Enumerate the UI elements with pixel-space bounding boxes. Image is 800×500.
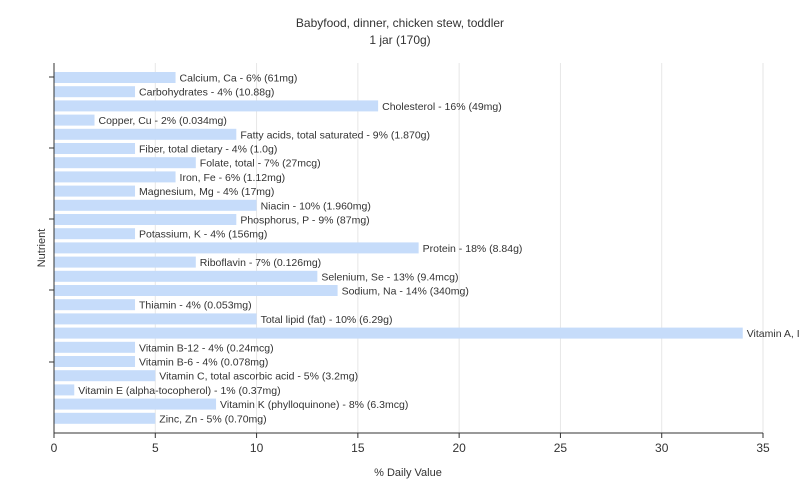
bar <box>54 157 196 169</box>
y-axis-label: Nutrient <box>36 229 48 268</box>
bar-label: Total lipid (fat) - 10% (6.29g) <box>261 314 393 326</box>
x-axis-label: % Daily Value <box>374 467 442 479</box>
bar <box>54 384 75 396</box>
bar-label: Vitamin E (alpha-tocopherol) - 1% (0.37m… <box>78 385 280 397</box>
bar-label: Vitamin C, total ascorbic acid - 5% (3.2… <box>159 371 358 383</box>
chart-subtitle: 1 jar (170g) <box>369 33 430 47</box>
bars <box>54 72 743 424</box>
bar-label: Fiber, total dietary - 4% (1.0g) <box>139 144 277 156</box>
bar-label: Phosphorus, P - 9% (87mg) <box>240 215 369 227</box>
x-tick-label: 25 <box>554 441 568 455</box>
bar <box>54 327 743 339</box>
bar <box>54 86 136 98</box>
bar-label: Fatty acids, total saturated - 9% (1.870… <box>240 129 430 141</box>
bar-label: Vitamin B-12 - 4% (0.24mcg) <box>139 342 274 354</box>
bar <box>54 398 217 410</box>
x-tick-label: 20 <box>452 441 466 455</box>
bar <box>54 143 136 154</box>
bar-label: Carbohydrates - 4% (10.88g) <box>139 87 274 99</box>
bar <box>54 341 136 353</box>
bar <box>54 313 257 325</box>
bar <box>54 114 95 126</box>
bar-label: Iron, Fe - 6% (1.12mg) <box>180 172 286 184</box>
bar-labels: Calcium, Ca - 6% (61mg) Carbohydrates - 4… <box>78 73 800 426</box>
bar-label: Vitamin A, IU - 34% (1717IU) <box>747 328 800 340</box>
x-tick-label: 10 <box>250 441 264 455</box>
bar <box>54 128 237 140</box>
bar-label: Calcium, Ca - 6% (61mg) <box>180 73 298 85</box>
bar-label: Cholesterol - 16% (49mg) <box>382 101 502 113</box>
bar <box>54 299 136 311</box>
bar-label: Potassium, K - 4% (156mg) <box>139 229 267 241</box>
bar <box>54 370 156 382</box>
bar <box>54 285 338 296</box>
chart-title: Babyfood, dinner, chicken stew, toddler <box>296 16 504 30</box>
bar <box>54 270 318 282</box>
x-tick-label: 30 <box>655 441 669 455</box>
bar <box>54 242 419 254</box>
axes: 0 5 10 15 20 25 30 35 <box>49 63 770 455</box>
bar-label: Sodium, Na - 14% (340mg) <box>342 286 469 298</box>
bar-label: Protein - 18% (8.84g) <box>423 243 523 255</box>
bar <box>54 256 196 268</box>
bar-label: Zinc, Zn - 5% (0.70mg) <box>159 413 266 425</box>
x-tick-label: 35 <box>756 441 770 455</box>
x-tick-label: 5 <box>152 441 159 455</box>
bar <box>54 199 257 211</box>
bar-label: Copper, Cu - 2% (0.034mg) <box>99 115 227 127</box>
x-tick-label: 0 <box>51 441 58 455</box>
bar <box>54 185 136 197</box>
bar <box>54 100 379 112</box>
bar-label: Magnesium, Mg - 4% (17mg) <box>139 186 274 198</box>
bar <box>54 171 176 183</box>
bar <box>54 356 136 367</box>
x-tick-label: 15 <box>351 441 365 455</box>
bar-label: Riboflavin - 7% (0.126mg) <box>200 257 321 269</box>
bar <box>54 72 176 83</box>
bar-label: Vitamin B-6 - 4% (0.078mg) <box>139 357 268 369</box>
bar <box>54 412 156 424</box>
bar <box>54 228 136 240</box>
bar-label: Thiamin - 4% (0.053mg) <box>139 300 252 312</box>
bar-label: Folate, total - 7% (27mcg) <box>200 158 321 170</box>
bar-label: Niacin - 10% (1.960mg) <box>261 200 371 212</box>
bar-label: Vitamin K (phylloquinone) - 8% (6.3mcg) <box>220 399 408 411</box>
bar-label: Selenium, Se - 13% (9.4mcg) <box>321 271 458 283</box>
bar <box>54 214 237 225</box>
